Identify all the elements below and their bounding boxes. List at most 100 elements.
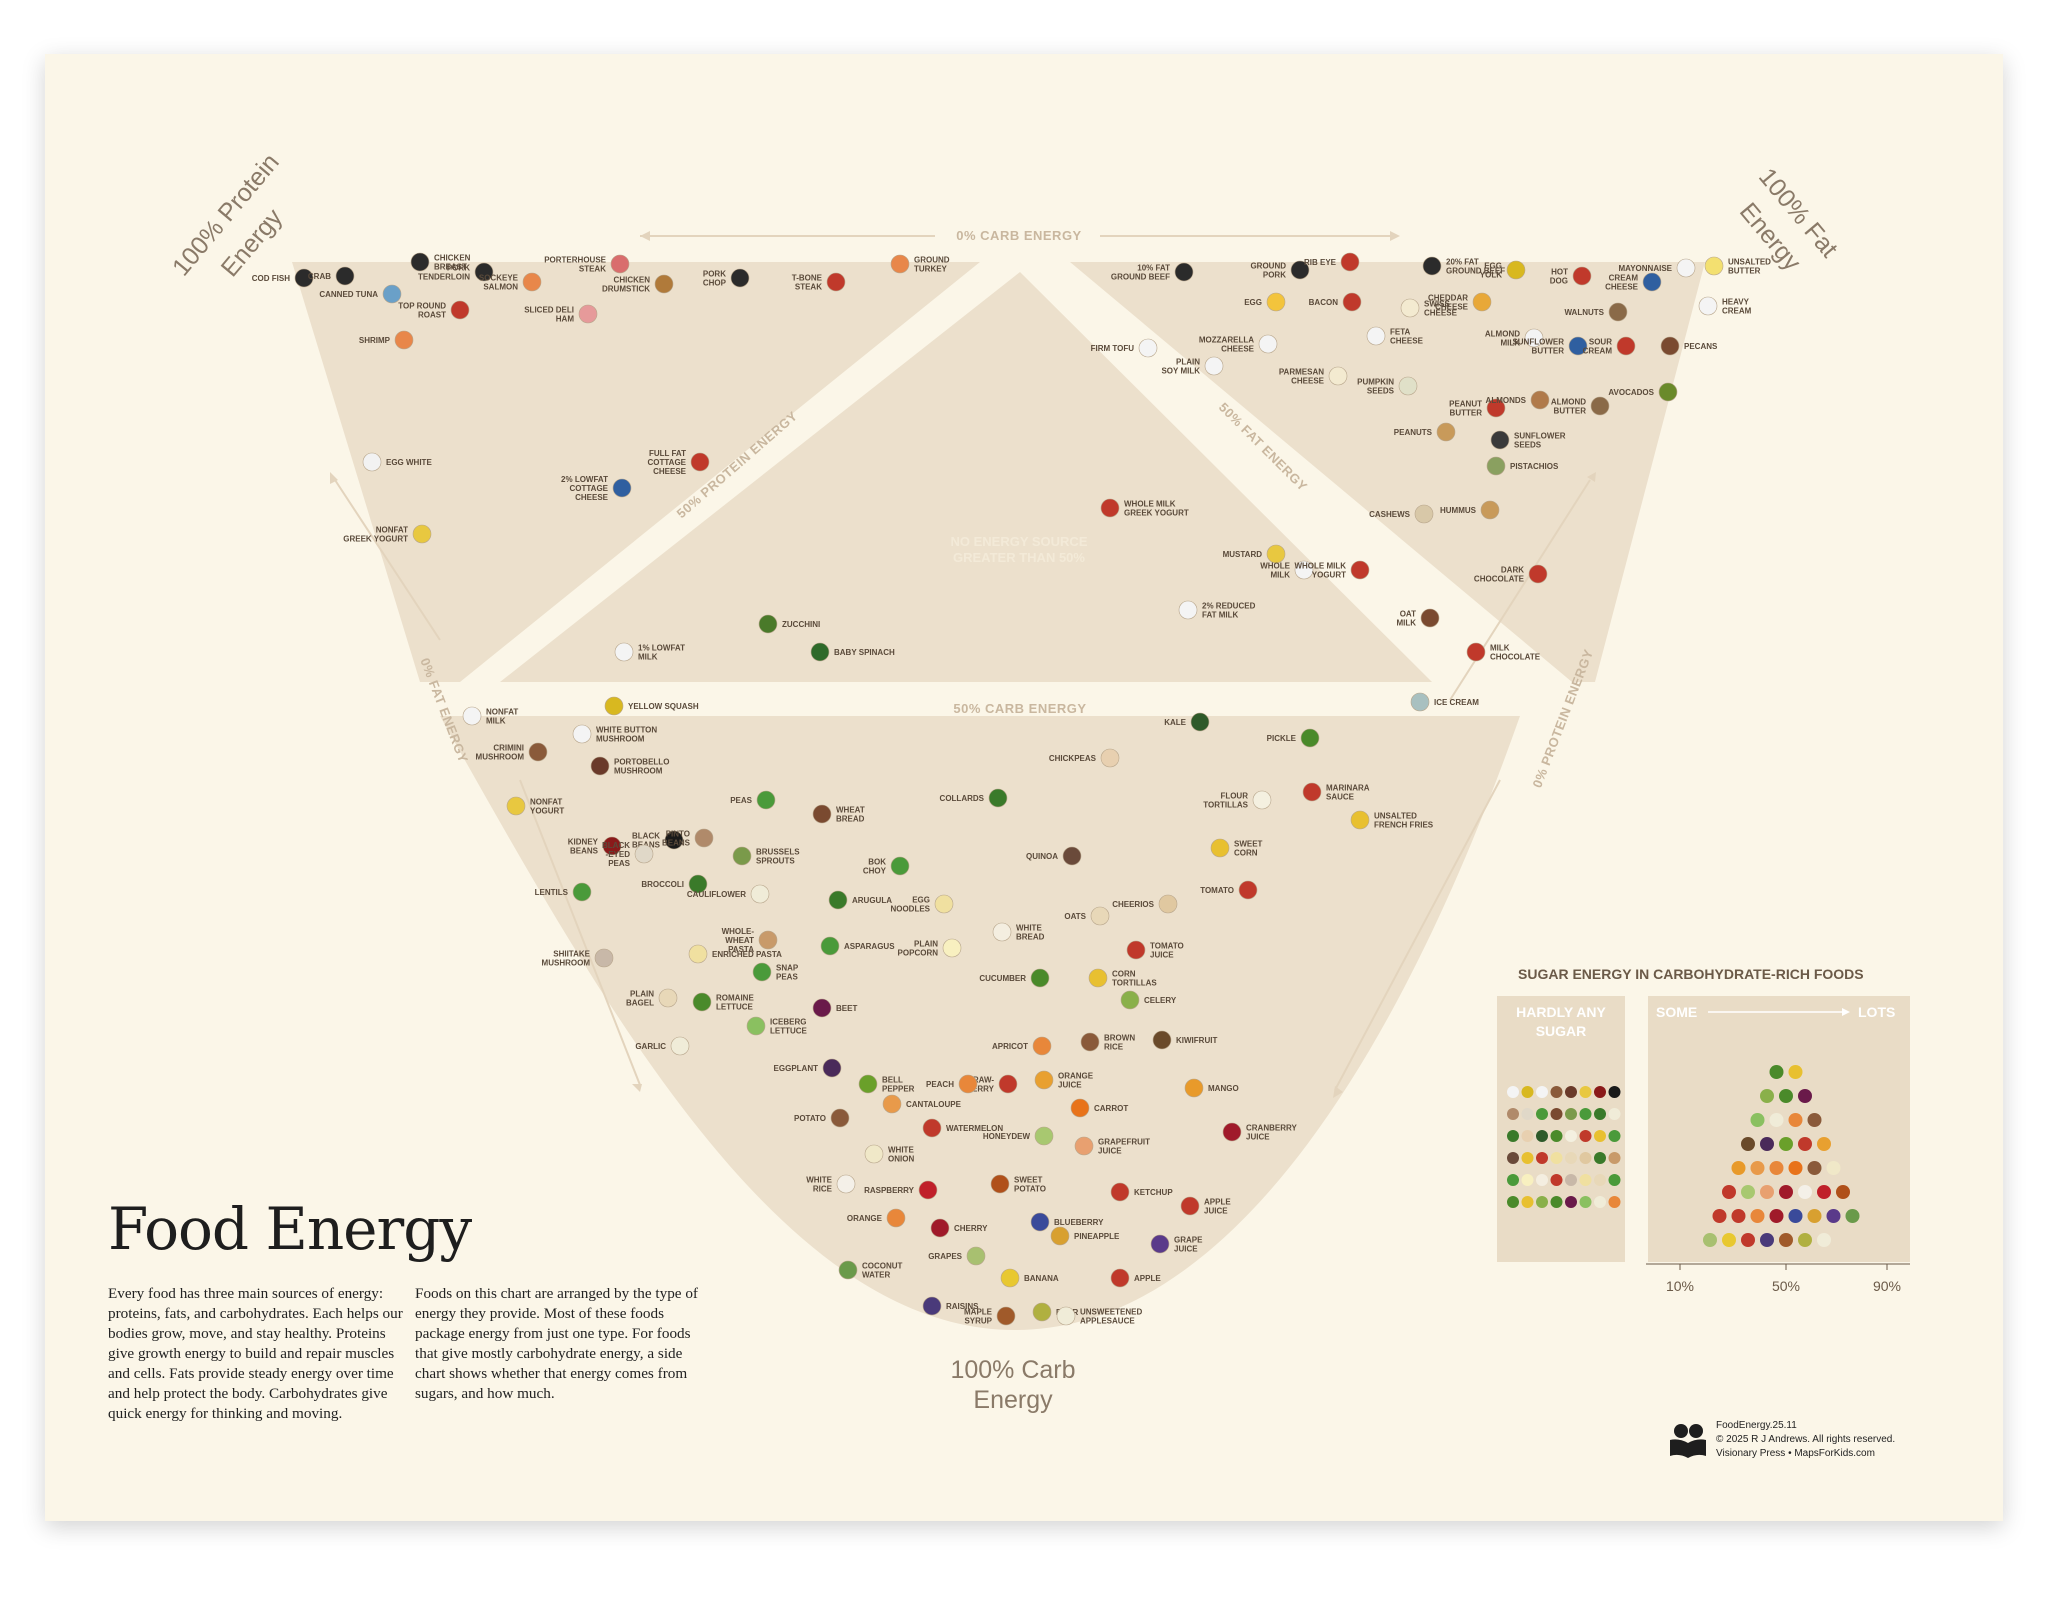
reduced-fat-milk-icon xyxy=(1178,600,1198,620)
apple-juice-label: JUICE xyxy=(1204,1207,1228,1216)
unsalted-butter-label: BUTTER xyxy=(1728,267,1761,276)
ground-pork-label: GROUND xyxy=(1250,262,1286,271)
lowfat-cottage-icon xyxy=(612,478,632,498)
grapefruit-juice-label: GRAPEFRUIT xyxy=(1098,1138,1150,1147)
almonds-icon xyxy=(1530,390,1550,410)
bell-pepper-icon xyxy=(858,1074,878,1094)
eggplant-label: EGGPLANT xyxy=(774,1064,819,1073)
peanuts-icon xyxy=(1436,422,1456,442)
milk-chocolate-label: CHOCOLATE xyxy=(1490,653,1541,662)
cherry-icon xyxy=(930,1218,950,1238)
orange-icon xyxy=(886,1208,906,1228)
ten-ground-beef-label: 10% FAT xyxy=(1137,264,1170,273)
blueberry-label: BLUEBERRY xyxy=(1054,1218,1104,1227)
sugar-icon-celery xyxy=(1760,1089,1774,1103)
cashews-item: CASHEWS xyxy=(1369,504,1434,524)
sugar-icon-cheerios xyxy=(1579,1152,1592,1164)
unsalted-french-fries-icon xyxy=(1350,810,1370,830)
heavy-cream-icon xyxy=(1698,296,1718,316)
sugar-chart-title: SUGAR ENERGY IN CARBOHYDRATE-RICH FOODS xyxy=(1518,966,1864,982)
wheat-bread-icon xyxy=(812,804,832,824)
firm-tofu-item: FIRM TOFU xyxy=(1091,338,1158,358)
brussels-sprouts-label: BRUSSELS xyxy=(756,848,800,857)
sweet-corn-label: SWEET xyxy=(1234,840,1263,849)
plain-popcorn-label: PLAIN xyxy=(914,940,938,949)
sunflower-seeds-label: SUNFLOWER xyxy=(1514,432,1566,441)
carb-region xyxy=(440,716,1520,1330)
apple-icon xyxy=(1110,1268,1130,1288)
sugar-icon-romaine-lettuce xyxy=(1550,1196,1563,1208)
sugar-icon-quinoa xyxy=(1507,1152,1519,1164)
shiitake-mushroom-label: MUSHROOM xyxy=(542,959,591,968)
sugar-icon-kidney-beans xyxy=(1594,1086,1606,1098)
peach-label: PEACH xyxy=(926,1080,954,1089)
bell-pepper-label: BELL xyxy=(882,1076,903,1085)
rib-eye-item: RIB EYE xyxy=(1304,252,1360,272)
sugar-icon-carrot xyxy=(1788,1161,1803,1175)
white-onion-label: ONION xyxy=(888,1155,914,1164)
sugar-axis-90: 90% xyxy=(1873,1278,1901,1294)
broccoli-label: BROCCOLI xyxy=(641,880,684,889)
plain-soy-milk-label: SOY MILK xyxy=(1161,367,1200,376)
bacon-label: BACON xyxy=(1309,298,1339,307)
sugar-icon-raisins xyxy=(1760,1233,1774,1247)
kidney-beans-label: BEANS xyxy=(570,847,599,856)
grapefruit-juice-icon xyxy=(1074,1136,1094,1156)
white-onion-label: WHITE xyxy=(888,1146,914,1155)
sugar-icon-peas xyxy=(1536,1108,1548,1120)
marinara-sauce-label: SAUCE xyxy=(1326,793,1355,802)
peas-item: PEAS xyxy=(730,790,776,810)
almonds-label: ALMONDS xyxy=(1486,396,1527,405)
sugar-icon-egg-noodles xyxy=(1550,1152,1563,1164)
cucumber-icon xyxy=(1030,968,1050,988)
sugar-icon-white-rice xyxy=(1798,1185,1812,1199)
grapefruit-juice-label: JUICE xyxy=(1098,1147,1122,1156)
ground-pork-label: PORK xyxy=(1263,271,1286,280)
sugar-icon-garlic xyxy=(1594,1196,1606,1208)
lowfat-milk-label: 1% LOWFAT xyxy=(638,644,685,653)
lowfat-milk-label: MILK xyxy=(638,653,658,662)
sugar-icon-ketchup xyxy=(1712,1209,1727,1223)
zucchini-label: ZUCCHINI xyxy=(782,620,820,629)
sugar-icon-beet xyxy=(1798,1089,1812,1103)
sugar-icon-cherry xyxy=(1769,1209,1784,1223)
shrimp-icon xyxy=(394,330,414,350)
sugar-icon-pineapple xyxy=(1807,1209,1822,1223)
t-bone-steak-label: T-BONE xyxy=(792,274,823,283)
sugar-icon-grapefruit-juice xyxy=(1760,1185,1774,1199)
hot-dog-label: HOT xyxy=(1551,268,1568,277)
sugar-icon-apricot xyxy=(1788,1113,1803,1127)
t-bone-steak-label: STEAK xyxy=(795,283,822,292)
tomato-icon xyxy=(1238,880,1258,900)
sugar-chart-icons xyxy=(1507,1065,1860,1247)
sugar-icon-cucumber xyxy=(1507,1196,1519,1208)
sugar-icon-tomato-juice xyxy=(1550,1174,1563,1186)
sugar-icon-white-bread xyxy=(1536,1174,1548,1186)
apricot-label: APRICOT xyxy=(992,1042,1028,1051)
sugar-icon-apple xyxy=(1741,1233,1755,1247)
ketchup-icon xyxy=(1110,1182,1130,1202)
oats-item: OATS xyxy=(1064,906,1110,926)
celery-label: CELERY xyxy=(1144,996,1177,1005)
sugar-lots-label: LOTS xyxy=(1858,1004,1895,1020)
mayonnaise-item: MAYONNAISE xyxy=(1619,258,1696,278)
mango-icon xyxy=(1184,1078,1204,1098)
lentils-item: LENTILS xyxy=(535,882,592,902)
honeydew-icon xyxy=(1034,1126,1054,1146)
bok-choy-label: BOK xyxy=(868,858,886,867)
sugar-icon-brussels-sprouts xyxy=(1565,1108,1577,1120)
mayonnaise-label: MAYONNAISE xyxy=(1619,264,1673,273)
corner-carb-line-1: 100% Carb xyxy=(950,1356,1075,1384)
romaine-lettuce-label: ROMAINE xyxy=(716,994,754,1003)
nonfat-yogurt-label: YOGURT xyxy=(530,807,564,816)
